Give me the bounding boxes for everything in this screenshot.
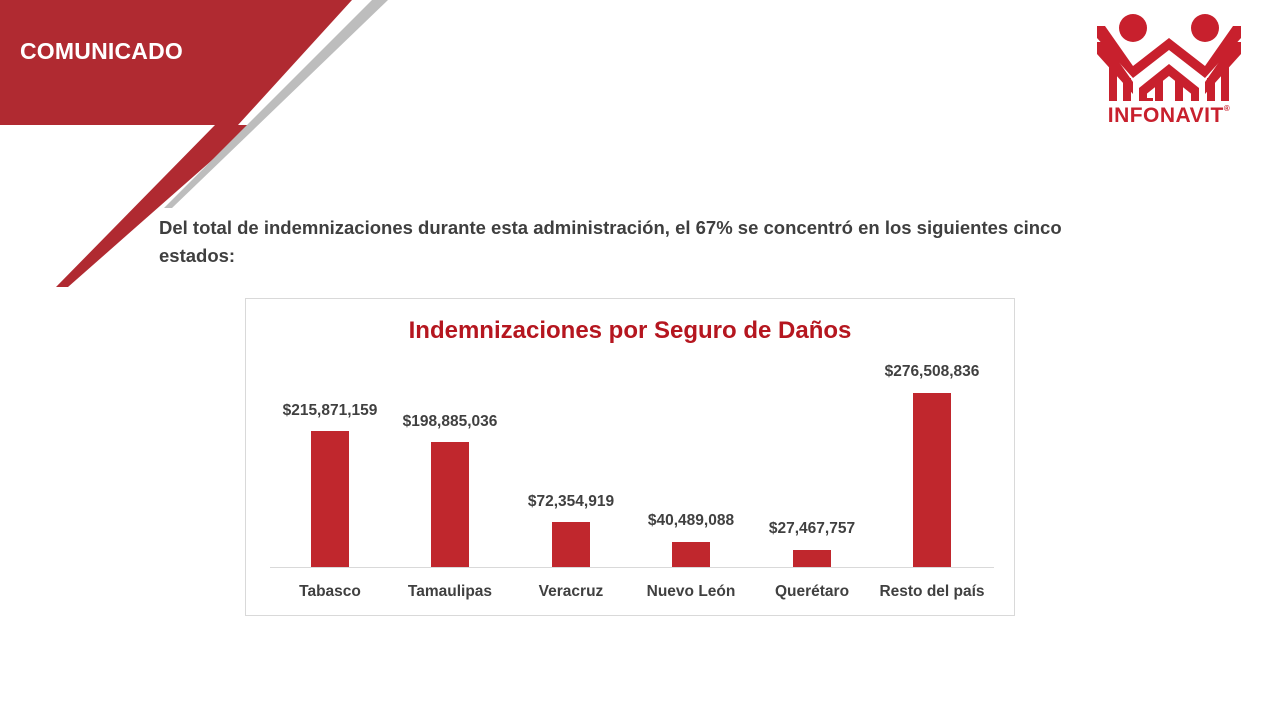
bar-group-resto-del-pais: $276,508,836 Resto del país bbox=[872, 299, 992, 617]
bar-chart: Indemnizaciones por Seguro de Daños $215… bbox=[245, 298, 1015, 616]
logo-text: INFONAVIT® bbox=[1093, 104, 1245, 128]
bar bbox=[311, 431, 349, 567]
category-label: Resto del país bbox=[879, 583, 985, 600]
bar-group-tabasco: $215,871,159 Tabasco bbox=[270, 299, 390, 617]
data-label: $27,467,757 bbox=[768, 520, 856, 537]
registered-mark: ® bbox=[1223, 104, 1231, 113]
data-label: $198,885,036 bbox=[402, 413, 498, 430]
plot-area: $215,871,159 Tabasco $198,885,036 Tamaul… bbox=[270, 299, 994, 617]
bar bbox=[672, 542, 710, 567]
banner-label: COMUNICADO bbox=[20, 38, 183, 64]
category-label: Querétaro bbox=[774, 583, 850, 600]
red-diagonal-stripe bbox=[56, 125, 252, 287]
category-label: Nuevo León bbox=[646, 583, 736, 600]
category-label: Veracruz bbox=[538, 583, 604, 600]
bar-group-veracruz: $72,354,919 Veracruz bbox=[511, 299, 631, 617]
data-label: $215,871,159 bbox=[282, 402, 378, 419]
data-label: $40,489,088 bbox=[647, 512, 735, 529]
gray-diagonal-stripe bbox=[164, 0, 388, 208]
logo-wordmark: INFONAVIT bbox=[1107, 104, 1224, 127]
infonavit-logo-icon bbox=[1097, 14, 1241, 101]
data-label: $72,354,919 bbox=[527, 493, 615, 510]
bar-group-queretaro: $27,467,757 Querétaro bbox=[752, 299, 872, 617]
intro-paragraph: Del total de indemnizaciones durante est… bbox=[159, 217, 1062, 266]
bar-group-tamaulipas: $198,885,036 Tamaulipas bbox=[390, 299, 510, 617]
data-label: $276,508,836 bbox=[884, 363, 980, 380]
bar bbox=[431, 442, 469, 567]
bar-group-nuevo-leon: $40,489,088 Nuevo León bbox=[631, 299, 751, 617]
category-label: Tamaulipas bbox=[407, 583, 493, 600]
chart-title: Indemnizaciones por Seguro de Daños bbox=[408, 317, 852, 344]
category-label: Tabasco bbox=[299, 583, 361, 600]
bar bbox=[793, 550, 831, 567]
bar bbox=[552, 522, 590, 567]
bar bbox=[913, 393, 951, 567]
banner-shape bbox=[0, 0, 352, 125]
x-axis-line bbox=[270, 567, 994, 568]
